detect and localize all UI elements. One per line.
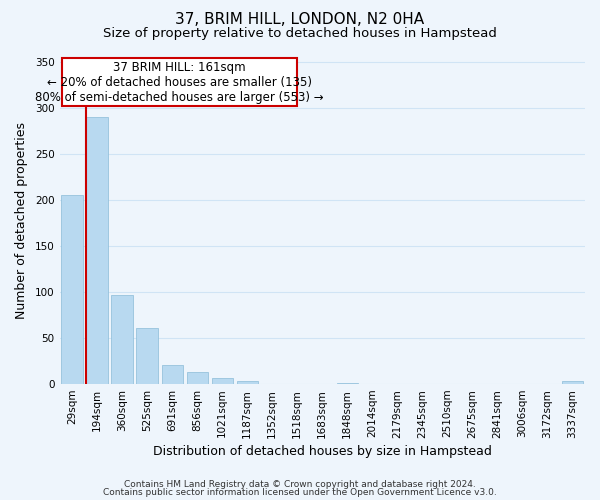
Bar xyxy=(236,381,258,384)
Bar xyxy=(187,372,208,384)
Text: 80% of semi-detached houses are larger (553) →: 80% of semi-detached houses are larger (… xyxy=(35,90,324,104)
Text: Contains HM Land Registry data © Crown copyright and database right 2024.: Contains HM Land Registry data © Crown c… xyxy=(124,480,476,489)
Text: Contains public sector information licensed under the Open Government Licence v3: Contains public sector information licen… xyxy=(103,488,497,497)
FancyBboxPatch shape xyxy=(62,58,297,106)
Text: Size of property relative to detached houses in Hampstead: Size of property relative to detached ho… xyxy=(103,28,497,40)
Bar xyxy=(337,383,358,384)
Text: ← 20% of detached houses are smaller (135): ← 20% of detached houses are smaller (13… xyxy=(47,76,312,89)
Bar xyxy=(136,328,158,384)
Bar xyxy=(61,196,83,384)
Bar xyxy=(161,364,183,384)
Text: 37, BRIM HILL, LONDON, N2 0HA: 37, BRIM HILL, LONDON, N2 0HA xyxy=(175,12,425,28)
Bar xyxy=(112,294,133,384)
X-axis label: Distribution of detached houses by size in Hampstead: Distribution of detached houses by size … xyxy=(153,444,492,458)
Bar xyxy=(86,118,108,384)
Text: 37 BRIM HILL: 161sqm: 37 BRIM HILL: 161sqm xyxy=(113,61,246,74)
Bar xyxy=(212,378,233,384)
Y-axis label: Number of detached properties: Number of detached properties xyxy=(15,122,28,319)
Bar xyxy=(562,381,583,384)
